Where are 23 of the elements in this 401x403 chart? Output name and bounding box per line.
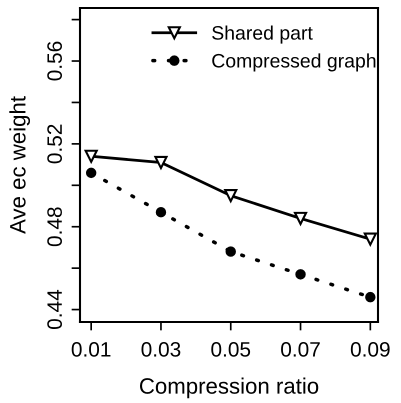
point [294, 212, 308, 226]
x-axis-title: Compression ratio [140, 378, 318, 398]
x-tick-label: 0.01 [72, 342, 110, 357]
point [224, 189, 238, 202]
point [86, 168, 96, 178]
point [365, 292, 376, 302]
x-tick-label: 0.03 [141, 342, 180, 357]
y-axis-title: Ave ec weight [9, 96, 30, 234]
point [364, 232, 377, 246]
point [226, 246, 236, 257]
y-tick-label: 0.56 [47, 42, 62, 80]
y-tick-label: 0.48 [47, 207, 62, 246]
x-tick-label: 0.09 [350, 342, 390, 357]
point [295, 269, 306, 280]
point [154, 156, 168, 170]
legend-label: Compressed graph [212, 53, 376, 72]
y-tick-label: 0.44 [47, 290, 62, 330]
x-tick-label: 0.05 [211, 342, 250, 357]
x-tick-label: 0.07 [281, 342, 320, 357]
point [84, 150, 98, 163]
y-tick-label: 0.52 [47, 124, 62, 164]
point [156, 207, 166, 218]
legend-label: Shared part [212, 26, 313, 44]
